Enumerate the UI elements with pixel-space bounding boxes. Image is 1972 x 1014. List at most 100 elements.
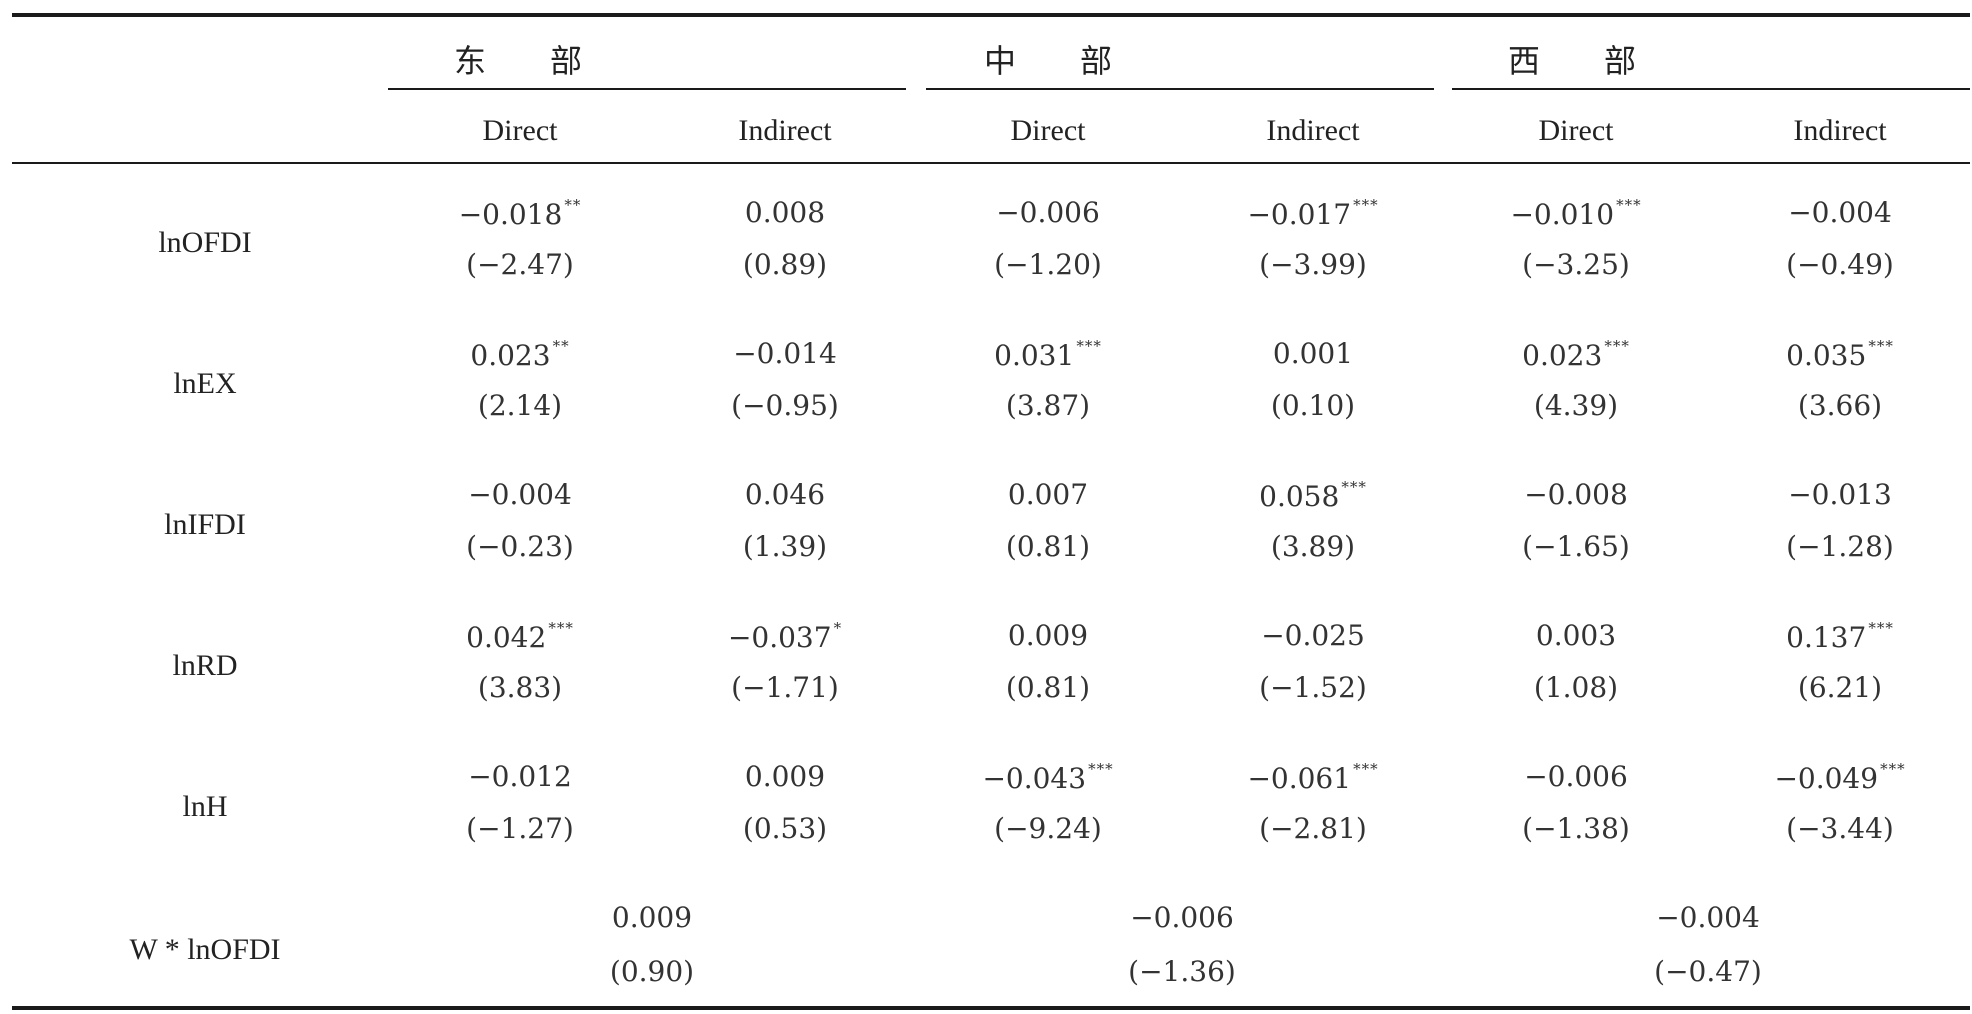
t-statistic: (0.90) — [609, 955, 695, 988]
region-rule-east — [388, 88, 906, 90]
coefficient-cell: 0.046 — [665, 478, 905, 511]
subheader-indirect: Indirect — [738, 114, 832, 147]
coefficient-value: 0.031 — [994, 339, 1075, 372]
coefficient-value: 0.009 — [1007, 619, 1089, 652]
t-statistic: (3.89) — [1270, 530, 1356, 563]
coefficient-value: −0.049 — [1774, 762, 1879, 795]
significance-stars: * — [833, 619, 843, 637]
significance-stars: *** — [1353, 760, 1379, 778]
coefficient-value: −0.025 — [1261, 619, 1365, 652]
significance-stars: *** — [1604, 337, 1630, 355]
coefficient-value: −0.037 — [727, 621, 832, 654]
t-statistic: (−2.81) — [1259, 812, 1367, 845]
coefficient-value: −0.004 — [468, 478, 572, 511]
t-statistic: (2.14) — [477, 389, 563, 422]
coefficient-value: −0.012 — [468, 760, 572, 793]
t-statistic: (0.53) — [742, 812, 828, 845]
coefficient-cell: 0.042 *** — [400, 619, 640, 654]
t-statistic: (−3.25) — [1522, 248, 1630, 281]
region-header-east: 东 部 — [258, 36, 778, 82]
coefficient-cell: 0.009 — [928, 619, 1168, 652]
region-rule-central — [926, 88, 1434, 90]
region-header-central: 中 部 — [788, 36, 1308, 82]
t-statistic: (3.83) — [477, 671, 563, 704]
t-statistic: (−1.65) — [1522, 530, 1630, 563]
coefficient-value: −0.006 — [1524, 760, 1628, 793]
coefficient-value: 0.058 — [1259, 480, 1340, 513]
significance-stars: *** — [548, 619, 574, 637]
region-label: 中 部 — [983, 42, 1112, 80]
coefficient-value: 0.008 — [744, 196, 826, 229]
t-statistic: (−1.27) — [466, 812, 574, 845]
t-statistic: (−2.47) — [466, 248, 574, 281]
coefficient-cell: −0.006 — [1456, 760, 1696, 793]
coefficient-value: −0.010 — [1510, 198, 1615, 231]
coefficient-value: −0.014 — [733, 337, 837, 370]
subheader-direct: Direct — [482, 114, 558, 147]
coefficient-value: −0.004 — [1788, 196, 1892, 229]
row-label: lnRD — [172, 649, 238, 682]
coefficient-cell: −0.004 — [400, 478, 640, 511]
significance-stars: *** — [1076, 337, 1102, 355]
coefficient-cell: 0.035 *** — [1720, 337, 1960, 372]
coefficient-value: −0.043 — [982, 762, 1087, 795]
coefficient-value: 0.023 — [470, 339, 551, 372]
subheader-indirect: Indirect — [1266, 114, 1360, 147]
t-statistic: (−0.49) — [1786, 248, 1894, 281]
coefficient-cell: −0.010 *** — [1456, 196, 1696, 231]
t-statistic: (−0.23) — [466, 530, 574, 563]
significance-stars: ** — [552, 337, 570, 355]
coefficient-cell: −0.004 — [1720, 196, 1960, 229]
t-statistic: (1.08) — [1533, 671, 1619, 704]
coefficient-cell: −0.006 — [928, 196, 1168, 229]
t-statistic: (−1.36) — [1128, 955, 1236, 988]
coefficient-cell: 0.031 *** — [928, 337, 1168, 372]
coefficient-cell: −0.018 ** — [400, 196, 640, 231]
coefficient-value: −0.006 — [996, 196, 1100, 229]
t-statistic: (0.89) — [742, 248, 828, 281]
significance-stars: *** — [1880, 760, 1906, 778]
coefficient-cell: −0.037 * — [665, 619, 905, 654]
coefficient-cell: 0.023 *** — [1456, 337, 1696, 372]
t-statistic: (3.87) — [1005, 389, 1091, 422]
table-bottom-rule — [12, 1006, 1970, 1010]
coefficient-cell: −0.017 *** — [1193, 196, 1433, 231]
coefficient-value: −0.018 — [458, 198, 563, 231]
coefficient-cell: −0.049 *** — [1720, 760, 1960, 795]
significance-stars: *** — [1868, 619, 1894, 637]
significance-stars: *** — [1868, 337, 1894, 355]
t-statistic: (−3.99) — [1259, 248, 1367, 281]
coefficient-cell: −0.043 *** — [928, 760, 1168, 795]
t-statistic: (−1.20) — [994, 248, 1102, 281]
coefficient-cell: −0.061 *** — [1193, 760, 1433, 795]
coefficient-cell: 0.007 — [928, 478, 1168, 511]
coefficient-value: 0.137 — [1786, 621, 1867, 654]
coefficient-value: −0.008 — [1524, 478, 1628, 511]
region-header-west: 西 部 — [1312, 36, 1832, 82]
row-label: lnOFDI — [158, 226, 252, 259]
t-statistic: (1.39) — [742, 530, 828, 563]
coefficient-value: 0.007 — [1007, 478, 1089, 511]
coefficient-cell: −0.008 — [1456, 478, 1696, 511]
coefficient-value: 0.003 — [1535, 619, 1617, 652]
row-label: W * lnOFDI — [129, 933, 281, 966]
t-statistic: (−1.28) — [1786, 530, 1894, 563]
coefficient-cell: −0.013 — [1720, 478, 1960, 511]
t-statistic: (0.81) — [1005, 671, 1091, 704]
coefficient-value: −0.004 — [1656, 901, 1760, 934]
coefficient-value: 0.009 — [744, 760, 826, 793]
coefficient-cell: 0.008 — [665, 196, 905, 229]
t-statistic: (0.10) — [1270, 389, 1356, 422]
coefficient-value: −0.013 — [1788, 478, 1892, 511]
t-statistic: (6.21) — [1797, 671, 1883, 704]
significance-stars: *** — [1616, 196, 1642, 214]
coefficient-cell: 0.009 — [665, 760, 905, 793]
coefficient-value: 0.009 — [611, 901, 693, 934]
coefficient-cell: 0.001 — [1193, 337, 1433, 370]
table-top-rule — [12, 13, 1970, 17]
significance-stars: ** — [564, 196, 582, 214]
t-statistic: (3.66) — [1797, 389, 1883, 422]
coefficient-value: 0.035 — [1786, 339, 1867, 372]
t-statistic: (−0.47) — [1654, 955, 1762, 988]
